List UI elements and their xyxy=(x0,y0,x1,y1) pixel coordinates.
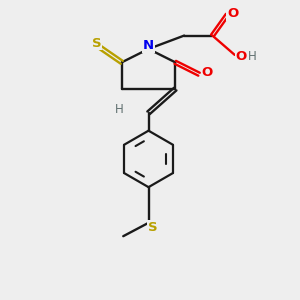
Text: O: O xyxy=(202,66,213,79)
Text: O: O xyxy=(236,50,247,63)
Text: S: S xyxy=(92,37,101,50)
Text: S: S xyxy=(148,221,158,234)
Text: N: N xyxy=(143,40,154,52)
Text: H: H xyxy=(114,103,123,116)
Text: H: H xyxy=(248,50,257,63)
Text: O: O xyxy=(227,7,238,20)
